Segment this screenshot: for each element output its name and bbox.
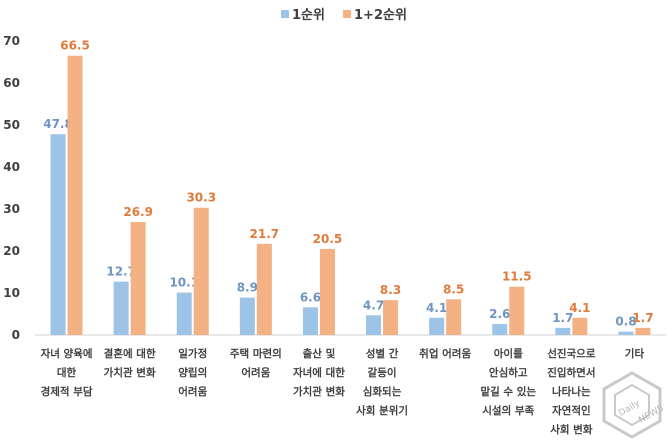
legend-label: 1+2순위 [354,8,407,23]
bar [176,292,192,335]
data-label: 8.5 [443,282,464,296]
x-axis: 자녀 양육에 대한 경제적 부담 결혼에 대한 가치관 변화 일가정 양립의 어려움 주택 마련… [35,334,666,436]
x-tick-label: 선진국으로 진입하면서 나타나는 자연적인 사회 변화 [547,347,596,436]
data-label: 1.7 [552,311,573,325]
y-tick-label: 60 [3,76,20,90]
data-label: 6.6 [300,290,321,304]
x-tick-label: 결혼에 대한 가치관 변화 [104,347,156,379]
bar [319,248,335,335]
bar [366,315,382,335]
data-label: 4.1 [569,301,590,315]
y-tick-label: 30 [3,202,20,216]
bar [50,134,66,335]
x-tick-label: 취업 어려움 [419,347,471,360]
data-label: 10.1 [169,276,199,290]
x-tick-label: 일가정 양립의 어려움 [178,347,207,398]
bar [492,324,508,335]
bar [302,307,318,335]
data-label: 0.8 [615,315,636,329]
x-tick-label: 출산 및 자녀에 대한 가치관 변화 [293,347,345,398]
x-tick-label: 주택 마련의 어려움 [230,347,282,379]
bar [429,317,445,335]
data-label: 30.3 [186,191,216,205]
bar [618,331,634,335]
bar [555,327,571,335]
bar [193,207,209,335]
bar [572,317,588,335]
y-axis: 0 10 20 30 40 50 60 70 [3,34,20,342]
data-label: 8.3 [380,283,401,297]
bar [509,286,525,335]
data-label: 1.7 [632,311,653,325]
legend-swatch [343,10,351,18]
legend: 1순위 1+2순위 [281,8,407,23]
bar [446,299,462,335]
data-label: 20.5 [313,232,343,246]
data-label: 47.8 [43,117,73,131]
data-label: 12.7 [106,265,136,279]
data-label: 26.9 [123,205,153,219]
legend-label: 1순위 [292,8,325,23]
bar [239,297,255,335]
bar [130,222,146,335]
y-tick-label: 70 [3,34,20,48]
x-tick-label: 기타 [625,347,645,360]
x-tick-label: 아이를 안심하고 맡길 수 있는 시설의 부족 [480,347,536,417]
data-label: 4.1 [426,301,447,315]
bar [67,55,83,335]
data-label: 4.7 [363,298,384,312]
y-tick-label: 0 [12,328,20,342]
data-label: 11.5 [502,270,532,284]
bar [256,243,272,335]
data-label: 8.9 [237,281,258,295]
data-label: 66.5 [60,39,90,53]
bar [383,300,399,335]
y-tick-label: 50 [3,118,20,132]
data-label: 21.7 [250,227,280,241]
legend-swatch [281,10,289,18]
bar [635,327,651,335]
x-tick-label: 자녀 양육에 대한 경제적 부담 [41,347,93,398]
x-tick-label: 성별 간 갈등이 심화되는 사회 분위기 [356,347,408,417]
bar [113,281,129,335]
bars: 47.812.710.1 8.96.64.7 4.1 2.6 1.7 0.866.526.… [43,39,654,335]
y-tick-label: 40 [3,160,20,174]
y-tick-label: 20 [3,244,20,258]
data-label: 2.6 [489,307,510,321]
logo-hexagon [602,371,662,439]
y-tick-label: 10 [3,286,20,300]
